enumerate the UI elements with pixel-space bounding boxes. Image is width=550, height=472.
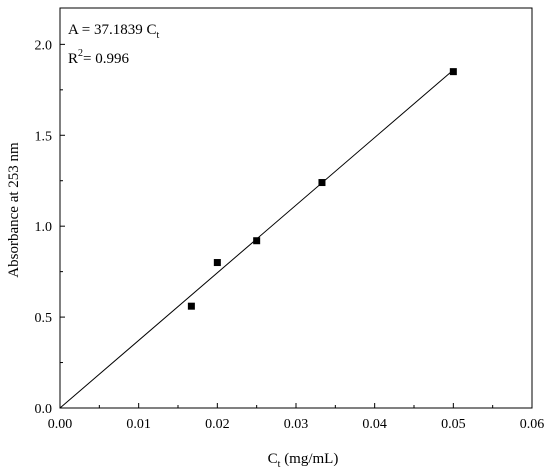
x-tick-label: 0.06 [520, 417, 545, 432]
data-point [253, 237, 261, 245]
x-tick-label: 0.05 [441, 417, 466, 432]
data-point [449, 68, 457, 76]
y-tick-label: 1.0 [35, 220, 53, 235]
x-tick-label: 0.00 [48, 417, 73, 432]
x-axis-ticks: 0.00 0.01 0.02 0.03 0.04 0.05 0.06 [48, 403, 545, 432]
y-axis-ticks: 0.0 0.5 1.0 1.5 2.0 [35, 38, 65, 417]
x-tick-label: 0.01 [126, 417, 151, 432]
axes [59, 7, 533, 409]
data-point [318, 179, 326, 187]
data-points [187, 68, 457, 310]
r-squared-annotation: R2= 0.996 [68, 48, 129, 67]
x-axis-title: Ct (mg/mL) [268, 451, 339, 470]
y-tick-label: 0.0 [35, 402, 53, 417]
x-tick-label: 0.04 [362, 417, 387, 432]
data-point [213, 259, 221, 267]
x-tick-label: 0.02 [205, 417, 230, 432]
y-tick-label: 1.5 [35, 129, 53, 144]
data-point [187, 302, 195, 310]
y-tick-label: 2.0 [35, 38, 53, 53]
equation-annotation: A = 37.1839 Ct [68, 22, 159, 41]
plot-frame [59, 7, 533, 409]
y-tick-label: 0.5 [35, 311, 53, 326]
y-axis-title: Absorbance at 253 nm [6, 142, 22, 278]
x-tick-label: 0.03 [284, 417, 309, 432]
